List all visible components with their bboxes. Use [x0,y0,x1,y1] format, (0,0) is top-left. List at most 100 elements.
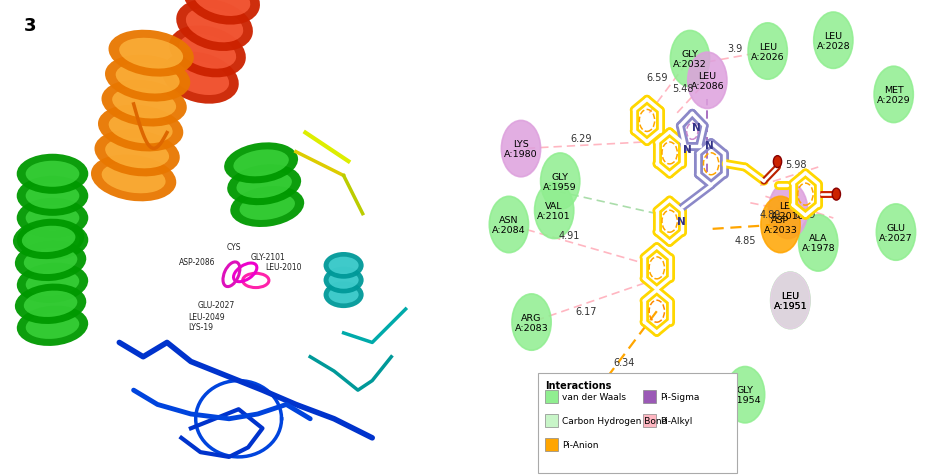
Circle shape [772,156,781,168]
Ellipse shape [25,183,79,209]
Circle shape [767,183,807,239]
Ellipse shape [109,113,173,144]
Text: N: N [704,141,714,151]
Circle shape [748,24,786,80]
Ellipse shape [24,291,77,317]
Circle shape [770,273,809,329]
Circle shape [619,407,658,463]
Text: 3: 3 [24,17,36,35]
Text: GLY
A:2032: GLY A:2032 [672,50,706,69]
Text: LEU
A:1951: LEU A:1951 [773,291,806,310]
Text: 6.19: 6.19 [794,209,816,219]
Ellipse shape [186,9,243,43]
Text: LEU
A:2010: LEU A:2010 [770,201,804,220]
Ellipse shape [329,272,359,289]
Ellipse shape [25,313,79,339]
Text: ASP-2086: ASP-2086 [178,257,215,266]
Ellipse shape [94,130,179,177]
Circle shape [540,154,580,210]
Text: MET
A:2029: MET A:2029 [876,86,910,105]
Ellipse shape [233,150,289,177]
Ellipse shape [24,248,77,275]
Circle shape [760,197,800,253]
Text: ARG
A:2083: ARG A:2083 [514,313,548,332]
Circle shape [813,13,852,69]
Circle shape [489,197,528,253]
Text: GLY-2101: GLY-2101 [250,252,285,261]
Circle shape [873,67,912,123]
Ellipse shape [239,194,295,220]
Ellipse shape [227,165,301,206]
Ellipse shape [178,35,236,69]
Circle shape [534,183,573,239]
Ellipse shape [176,0,253,52]
Ellipse shape [17,220,88,260]
Ellipse shape [25,161,79,188]
Text: ASP
A:2033: ASP A:2033 [763,216,797,235]
Ellipse shape [98,105,183,152]
Ellipse shape [193,0,250,17]
Text: GLU
A:2027: GLU A:2027 [878,223,912,242]
Text: 5.98: 5.98 [784,159,805,169]
Text: LEU
A:1951: LEU A:1951 [773,291,806,310]
Text: 6.17: 6.17 [575,307,597,317]
Text: LEU
A:2026: LEU A:2026 [750,42,784,61]
FancyBboxPatch shape [642,414,655,427]
Circle shape [669,31,709,88]
Text: N: N [682,144,691,154]
Text: LEU-2010: LEU-2010 [264,262,301,271]
Ellipse shape [169,26,245,78]
Ellipse shape [162,52,239,105]
Ellipse shape [17,263,88,303]
Text: CYS: CYS [227,243,241,252]
Ellipse shape [91,155,177,202]
Text: ASP
A:2102: ASP A:2102 [579,402,613,421]
Ellipse shape [323,282,363,308]
Ellipse shape [183,0,260,26]
Text: GLY
A:1954: GLY A:1954 [728,386,761,405]
Ellipse shape [105,138,169,169]
Ellipse shape [102,163,165,194]
Ellipse shape [25,228,79,253]
Ellipse shape [115,64,179,94]
Ellipse shape [224,143,297,184]
Text: Pi-Anion: Pi-Anion [561,440,598,449]
Text: Carbon Hydrogen Bond: Carbon Hydrogen Bond [561,416,666,426]
Circle shape [770,273,809,329]
Text: 6.59: 6.59 [646,73,666,83]
Circle shape [501,121,540,178]
Ellipse shape [17,198,88,238]
Text: LEU
A:2086: LEU A:2086 [690,71,723,90]
Text: LEU
A:2028: LEU A:2028 [816,31,850,50]
FancyBboxPatch shape [544,438,557,451]
Text: Pi-Alkyl: Pi-Alkyl [659,416,691,426]
Ellipse shape [17,177,88,217]
Text: 6.34: 6.34 [613,357,634,367]
Circle shape [687,53,726,109]
Circle shape [576,383,615,439]
Ellipse shape [119,39,183,69]
Ellipse shape [15,241,86,281]
Ellipse shape [105,56,190,102]
FancyBboxPatch shape [642,390,655,404]
Text: 4.91: 4.91 [558,231,580,241]
Text: 4.89: 4.89 [758,209,780,219]
Text: Interactions: Interactions [545,380,611,390]
Ellipse shape [22,226,76,253]
Text: ASN
A:2084: ASN A:2084 [492,216,525,235]
Text: 4.85: 4.85 [733,235,755,245]
Text: van der Waals: van der Waals [561,393,625,402]
Text: VAL
A:2101: VAL A:2101 [537,201,570,220]
Circle shape [875,205,915,261]
Ellipse shape [112,89,176,119]
Text: 3.9: 3.9 [727,44,742,54]
Circle shape [832,189,839,201]
FancyBboxPatch shape [544,414,557,427]
Ellipse shape [323,252,363,279]
FancyBboxPatch shape [544,390,557,404]
Text: N: N [691,123,700,133]
Text: N: N [676,217,684,227]
Text: 5.48: 5.48 [671,84,693,94]
FancyBboxPatch shape [537,373,736,473]
Ellipse shape [172,61,228,96]
